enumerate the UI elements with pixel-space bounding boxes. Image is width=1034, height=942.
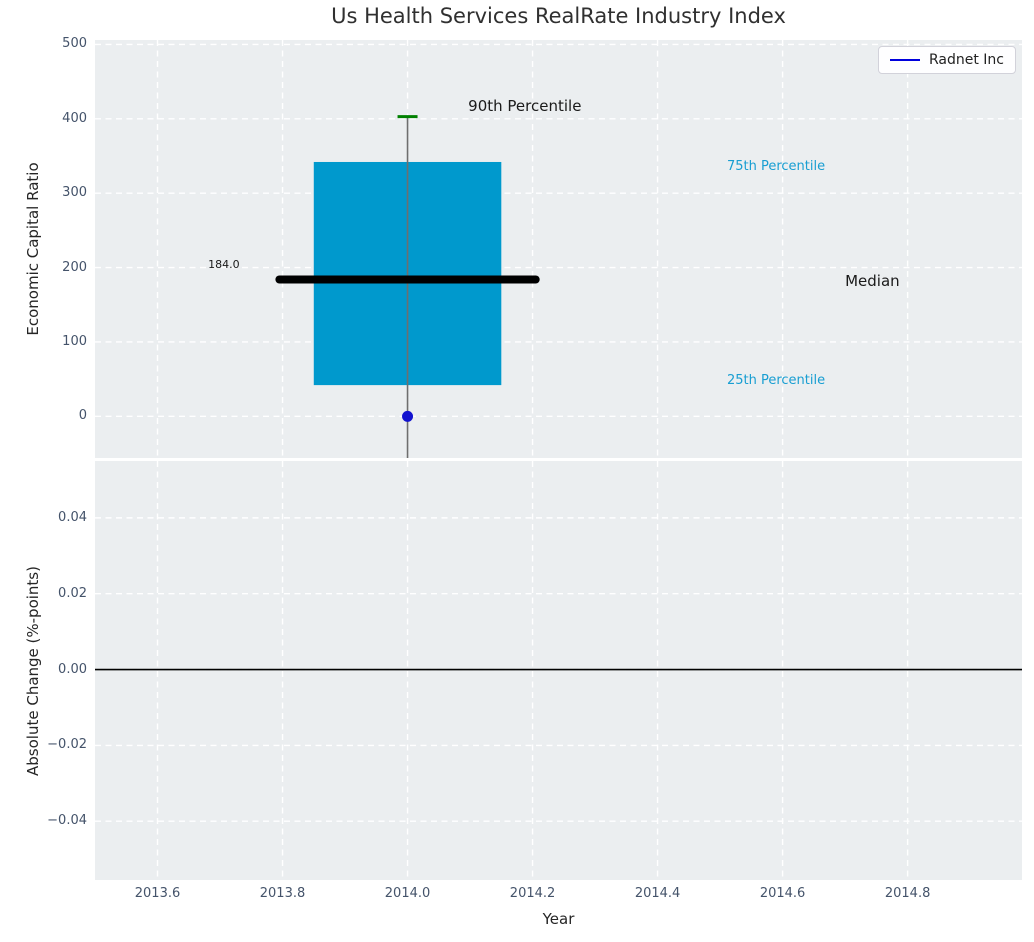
top-plot-area (95, 40, 1022, 458)
y-tick-label: 0.04 (58, 509, 87, 525)
x-tick-label: 2014.4 (634, 886, 681, 901)
y-tick-label: −0.02 (47, 737, 87, 753)
chart-title: Us Health Services RealRate Industry Ind… (331, 4, 786, 28)
x-tick-label: 2014.8 (884, 886, 931, 901)
x-tick-label: 2014.0 (384, 886, 431, 901)
annotation-median: Median (845, 271, 900, 290)
annotation-25th-percentile: 25th Percentile (726, 372, 826, 388)
x-tick-label: 2014.6 (759, 886, 806, 901)
x-tick-label: 2013.8 (259, 886, 306, 901)
annotation-90th-percentile: 90th Percentile (468, 96, 582, 115)
y-tick-label: 100 (62, 333, 87, 349)
legend: Radnet Inc (877, 46, 1016, 74)
legend-line-swatch (889, 59, 920, 61)
x-axis-label: Year (542, 910, 575, 928)
legend-label: Radnet Inc (928, 52, 1004, 68)
y-tick-label: −0.04 (47, 813, 87, 829)
bottom-plot-area (95, 461, 1022, 880)
annotation-184-0: 184.0 (208, 258, 240, 272)
top-y-axis-label: Economic Capital Ratio (24, 162, 42, 336)
x-tick-label: 2013.6 (134, 886, 181, 901)
y-tick-label: 500 (62, 36, 87, 52)
bottom-y-axis-label: Absolute Change (%-points) (24, 565, 42, 776)
y-tick-label: 0 (78, 408, 87, 424)
y-tick-label: 200 (62, 259, 87, 275)
y-tick-label: 0.02 (58, 585, 87, 601)
annotation-75th-percentile: 75th Percentile (726, 159, 826, 175)
y-tick-label: 400 (62, 110, 87, 126)
x-tick-label: 2014.2 (509, 886, 556, 901)
y-tick-label: 0.00 (58, 661, 87, 677)
y-tick-label: 300 (62, 185, 87, 201)
